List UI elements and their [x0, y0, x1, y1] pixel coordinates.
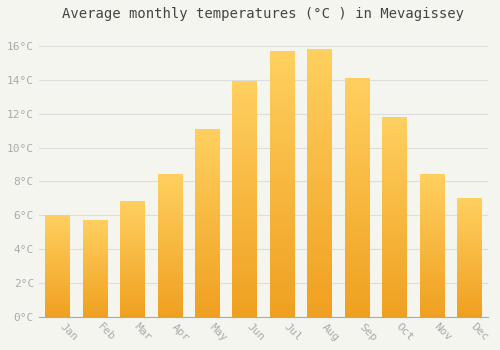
Title: Average monthly temperatures (°C ) in Mevagissey: Average monthly temperatures (°C ) in Me…: [62, 7, 464, 21]
